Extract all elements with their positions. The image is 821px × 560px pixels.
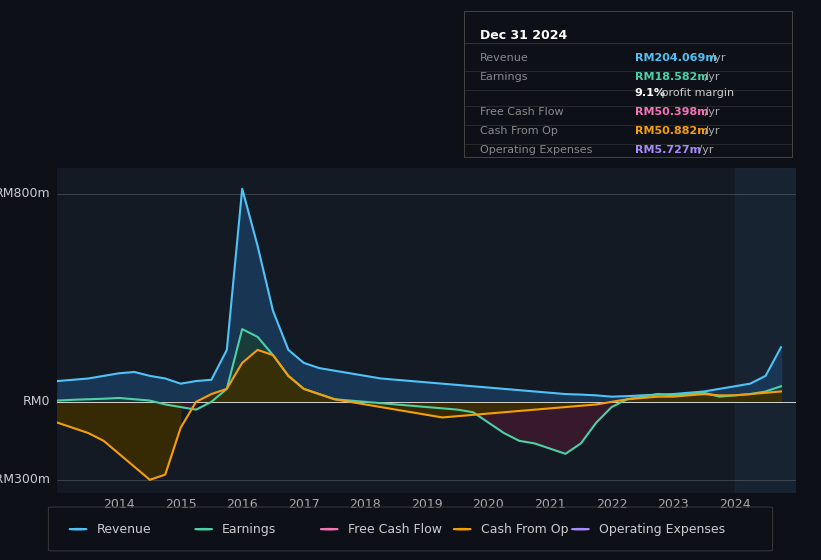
Text: profit margin: profit margin	[658, 88, 734, 98]
Text: Cash From Op: Cash From Op	[481, 522, 568, 536]
Circle shape	[69, 529, 87, 530]
Text: RM204.069m: RM204.069m	[635, 53, 717, 63]
Circle shape	[320, 529, 338, 530]
Text: RM5.727m: RM5.727m	[635, 144, 701, 155]
Text: /yr: /yr	[701, 106, 719, 116]
Text: 9.1%: 9.1%	[635, 88, 666, 98]
Text: -RM300m: -RM300m	[0, 473, 50, 486]
Text: Cash From Op: Cash From Op	[480, 125, 558, 136]
Text: /yr: /yr	[701, 125, 719, 136]
Circle shape	[453, 529, 471, 530]
Text: Earnings: Earnings	[480, 72, 529, 82]
Text: /yr: /yr	[701, 72, 719, 82]
Circle shape	[195, 529, 213, 530]
Text: RM18.582m: RM18.582m	[635, 72, 709, 82]
Text: Dec 31 2024: Dec 31 2024	[480, 29, 567, 41]
Text: RM50.882m: RM50.882m	[635, 125, 709, 136]
Text: /yr: /yr	[695, 144, 713, 155]
Text: Operating Expenses: Operating Expenses	[599, 522, 725, 536]
Text: Operating Expenses: Operating Expenses	[480, 144, 593, 155]
Text: /yr: /yr	[707, 53, 726, 63]
Text: Revenue: Revenue	[480, 53, 529, 63]
Text: Free Cash Flow: Free Cash Flow	[480, 106, 564, 116]
Text: RM0: RM0	[23, 395, 50, 408]
Text: Earnings: Earnings	[222, 522, 277, 536]
Circle shape	[571, 529, 589, 530]
Text: RM50.398m: RM50.398m	[635, 106, 709, 116]
Bar	[735, 168, 796, 493]
Text: RM800m: RM800m	[0, 188, 50, 200]
Text: Revenue: Revenue	[97, 522, 151, 536]
Text: Free Cash Flow: Free Cash Flow	[348, 522, 442, 536]
